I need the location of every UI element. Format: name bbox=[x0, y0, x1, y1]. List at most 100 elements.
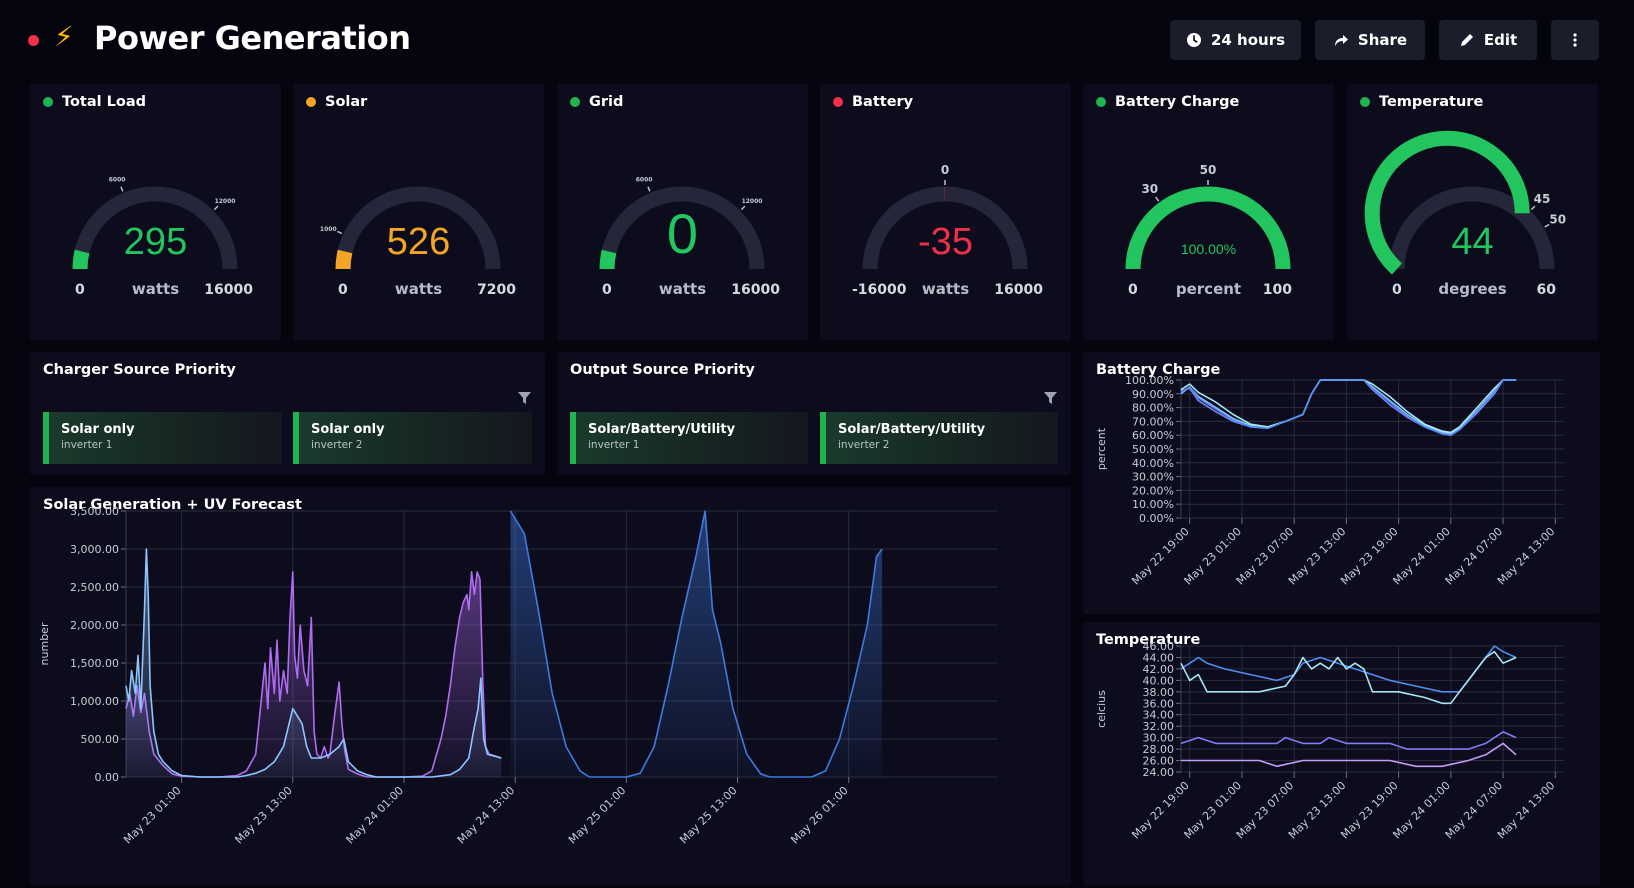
gauge-title-text: Temperature bbox=[1379, 94, 1484, 110]
gauge-value: -35 bbox=[918, 221, 973, 263]
y-tick-label: 44.00 bbox=[1143, 651, 1175, 664]
share-label: Share bbox=[1357, 31, 1408, 49]
y-axis-label: celcius bbox=[1095, 690, 1108, 728]
y-tick-label: 30.00% bbox=[1132, 471, 1174, 484]
gauge-card-total-load: Total Load 6000 12000 295 watts 0 16000 bbox=[30, 84, 281, 340]
y-tick-label: 32.00 bbox=[1143, 720, 1175, 733]
charger-priority-title: Charger Source Priority bbox=[43, 362, 236, 378]
x-tick-label: May 25 13:00 bbox=[677, 784, 740, 847]
status-indicator bbox=[28, 35, 39, 46]
gauge-fill bbox=[72, 249, 90, 270]
edit-label: Edit bbox=[1483, 31, 1518, 49]
y-tick-label: 70.00% bbox=[1132, 415, 1174, 428]
share-icon bbox=[1334, 35, 1348, 46]
more-vertical-icon bbox=[1573, 33, 1577, 47]
more-options-button[interactable] bbox=[1551, 20, 1599, 60]
charger-priority-inverter-1: Solar only inverter 1 bbox=[43, 412, 282, 464]
priority-label: inverter 1 bbox=[61, 439, 113, 451]
gauge-fill bbox=[335, 249, 353, 270]
page-title: Power Generation bbox=[94, 19, 411, 57]
gauge-max-label: 16000 bbox=[204, 282, 253, 298]
y-tick-label: 80.00% bbox=[1132, 402, 1174, 415]
time-range-button[interactable]: 24 hours bbox=[1170, 20, 1301, 60]
charger-priority-inverter-2: Solar only inverter 2 bbox=[293, 412, 532, 464]
gauge-title-text: Total Load bbox=[62, 94, 147, 110]
gauge-track bbox=[1125, 186, 1291, 270]
gauge-title-text: Battery Charge bbox=[1115, 94, 1240, 110]
lightning-icon: ⚡ bbox=[54, 20, 74, 53]
gauge-unit: watts bbox=[131, 280, 180, 298]
gauge-tick-label: 50 bbox=[1549, 213, 1566, 227]
series-line-temp-2 bbox=[1180, 650, 1517, 705]
y-tick-label: 34.00 bbox=[1143, 709, 1175, 722]
gauge-title: Battery bbox=[833, 94, 913, 110]
gauge-tick-label: 1000 bbox=[320, 226, 337, 233]
gauge-tick bbox=[1544, 223, 1550, 228]
gauge-dial: 1000 bbox=[320, 186, 501, 270]
battery-chart-title: Battery Charge bbox=[1096, 362, 1221, 378]
x-tick-label: May 23 13:00 bbox=[232, 784, 295, 847]
gauge-value: 44 bbox=[1451, 221, 1494, 263]
gauge-min-label: 0 bbox=[1128, 282, 1138, 298]
y-tick-label: 1,000.00 bbox=[70, 695, 119, 708]
y-tick-label: 3,500.00 bbox=[70, 505, 119, 518]
output-priority-inverter-2: Solar/Battery/Utility inverter 2 bbox=[820, 412, 1058, 464]
filter-icon[interactable] bbox=[1044, 392, 1057, 404]
edit-button[interactable]: Edit bbox=[1439, 20, 1537, 60]
gauge-tick bbox=[647, 186, 651, 192]
gauge-title: Battery Charge bbox=[1096, 94, 1239, 110]
status-dot bbox=[1360, 97, 1370, 107]
temperature-chart-card: Temperature 24.00 26.00 28.00 30.00 32.00 34.… bbox=[1083, 622, 1600, 885]
y-tick-label: 50.00% bbox=[1132, 443, 1174, 456]
gauge-fill bbox=[1364, 130, 1530, 275]
y-tick-label: 2,500.00 bbox=[70, 581, 119, 594]
gauge-tick-label: 30 bbox=[1141, 182, 1158, 196]
status-dot bbox=[833, 97, 843, 107]
gauge-fill bbox=[1125, 186, 1291, 270]
series-area bbox=[510, 511, 883, 777]
battery-charge-chart-card: Battery Charge 0.00% 10.00% 20.00% 30.00% 40… bbox=[1083, 352, 1600, 614]
gauge-value: 100.00% bbox=[1180, 241, 1237, 257]
gauge-value: 0 bbox=[666, 202, 699, 265]
gauge-title: Solar bbox=[306, 94, 367, 110]
priority-value: Solar only bbox=[311, 422, 385, 437]
x-tick-label: May 25 01:00 bbox=[566, 784, 629, 847]
gauge-value: 526 bbox=[386, 221, 451, 263]
filter-icon[interactable] bbox=[518, 392, 531, 404]
priority-label: inverter 2 bbox=[838, 439, 890, 451]
y-tick-label: 40.00% bbox=[1132, 457, 1174, 470]
priority-label: inverter 2 bbox=[311, 439, 363, 451]
status-dot bbox=[1096, 97, 1106, 107]
gauge-tick bbox=[1530, 205, 1536, 211]
y-tick-label: 0.00% bbox=[1139, 512, 1174, 525]
gauge-dial: 30 50 bbox=[1125, 163, 1291, 270]
temperature-chart: 24.0026.0028.0030.0032.0034.0036.0038.00… bbox=[1095, 640, 1564, 841]
solar-generation-chart: 0.00 500.00 1,000.00 1,500.00 2,000.00 2,500.… bbox=[38, 505, 997, 847]
output-priority-title: Output Source Priority bbox=[570, 362, 755, 378]
y-tick-label: 3,000.00 bbox=[70, 543, 119, 556]
pencil-icon bbox=[1460, 34, 1473, 46]
series-line-battery-4 bbox=[1180, 379, 1517, 436]
series-line-uv-forecast bbox=[509, 510, 883, 778]
gauge-title: Grid bbox=[570, 94, 623, 110]
y-tick-label: 24.00 bbox=[1143, 766, 1175, 779]
y-axis-label: percent bbox=[1095, 427, 1108, 470]
gauge-min-label: 0 bbox=[1392, 282, 1402, 298]
top-bar: ⚡ Power Generation 24 hours Share Edit bbox=[0, 0, 1634, 80]
gauge-tick bbox=[337, 230, 343, 235]
priority-value: Solar/Battery/Utility bbox=[588, 422, 736, 437]
gauge-min-label: 0 bbox=[338, 282, 348, 298]
x-tick-label: May 24 01:00 bbox=[344, 784, 407, 847]
gauge-track bbox=[599, 186, 765, 270]
y-tick-label: 500.00 bbox=[81, 733, 120, 746]
solar-chart-title: Solar Generation + UV Forecast bbox=[43, 497, 302, 513]
gauge-tick-label: 0 bbox=[941, 163, 949, 177]
gauge-track bbox=[1389, 186, 1555, 270]
share-button[interactable]: Share bbox=[1315, 20, 1425, 60]
y-tick-label: 46.00 bbox=[1143, 640, 1175, 653]
output-priority-inverter-1: Solar/Battery/Utility inverter 1 bbox=[570, 412, 808, 464]
y-tick-label: 100.00% bbox=[1125, 374, 1174, 387]
series-line-battery-1 bbox=[1180, 379, 1517, 435]
gauge-tick bbox=[740, 205, 746, 211]
gauge-title-text: Battery bbox=[852, 94, 914, 110]
